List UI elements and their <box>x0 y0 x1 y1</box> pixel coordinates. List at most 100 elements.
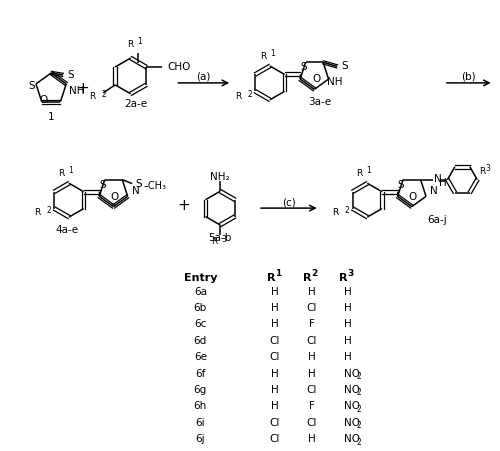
Text: 2: 2 <box>46 206 51 215</box>
Text: Cl: Cl <box>270 336 280 346</box>
Text: 6f: 6f <box>195 368 205 378</box>
Text: F: F <box>308 319 314 329</box>
Text: –CH₃: –CH₃ <box>143 180 166 191</box>
Text: 1: 1 <box>138 37 142 46</box>
Text: H: H <box>271 368 278 378</box>
Text: 2: 2 <box>356 372 361 381</box>
Text: +: + <box>76 81 90 97</box>
Text: 2a-e: 2a-e <box>124 99 147 109</box>
Text: R: R <box>304 273 312 283</box>
Text: 6e: 6e <box>194 352 207 362</box>
Text: 6a: 6a <box>194 286 207 297</box>
Text: S: S <box>300 62 307 72</box>
Text: (c): (c) <box>282 197 296 207</box>
Text: 6j: 6j <box>196 434 205 444</box>
Text: R: R <box>332 208 339 217</box>
Text: 6d: 6d <box>194 336 207 346</box>
Text: F: F <box>308 401 314 411</box>
Text: N: N <box>132 186 140 196</box>
Text: R: R <box>58 169 64 178</box>
Text: (b): (b) <box>462 72 476 82</box>
Text: N: N <box>434 174 442 184</box>
Text: O: O <box>312 74 320 84</box>
Text: H: H <box>271 286 278 297</box>
Text: R: R <box>235 92 242 101</box>
Text: S: S <box>100 179 106 189</box>
Text: H: H <box>344 352 351 362</box>
Text: 3: 3 <box>221 235 226 244</box>
Text: H: H <box>271 401 278 411</box>
Text: +: + <box>177 198 190 212</box>
Text: H: H <box>440 178 447 188</box>
Text: H: H <box>344 319 351 329</box>
Text: 4a-e: 4a-e <box>56 225 78 235</box>
Text: NO: NO <box>344 401 360 411</box>
Text: 1: 1 <box>68 166 73 175</box>
Text: Cl: Cl <box>270 352 280 362</box>
Text: O: O <box>39 95 48 105</box>
Text: Cl: Cl <box>270 434 280 444</box>
Text: R: R <box>260 51 266 60</box>
Text: S: S <box>398 179 404 189</box>
Text: Cl: Cl <box>306 385 317 395</box>
Text: 2: 2 <box>356 437 361 446</box>
Text: O: O <box>408 192 417 202</box>
Text: R: R <box>34 208 40 217</box>
Text: 6c: 6c <box>194 319 206 329</box>
Text: 5a-b: 5a-b <box>208 233 232 243</box>
Text: 1: 1 <box>270 49 274 58</box>
Text: Entry: Entry <box>184 273 217 283</box>
Text: 2: 2 <box>356 405 361 414</box>
Text: NO: NO <box>344 368 360 378</box>
Text: S: S <box>67 70 73 80</box>
Text: 6i: 6i <box>196 418 205 428</box>
Text: H: H <box>308 434 316 444</box>
Text: 6h: 6h <box>194 401 207 411</box>
Text: R: R <box>480 167 486 176</box>
Text: NO: NO <box>344 385 360 395</box>
Text: 2: 2 <box>312 269 318 278</box>
Text: 3: 3 <box>348 269 354 278</box>
Text: R: R <box>89 92 96 101</box>
Text: Cl: Cl <box>270 418 280 428</box>
Text: 2: 2 <box>248 90 252 99</box>
Text: H: H <box>271 319 278 329</box>
Text: 2: 2 <box>101 90 106 99</box>
Text: NO: NO <box>344 418 360 428</box>
Text: 6g: 6g <box>194 385 207 395</box>
Text: R: R <box>339 273 347 283</box>
Text: H: H <box>308 352 316 362</box>
Text: O: O <box>110 192 118 202</box>
Text: S: S <box>341 61 347 71</box>
Text: H: H <box>344 286 351 297</box>
Text: NH₂: NH₂ <box>210 172 230 182</box>
Text: 1: 1 <box>48 112 54 122</box>
Text: R: R <box>127 40 134 49</box>
Text: (a): (a) <box>196 72 211 82</box>
Text: 1: 1 <box>274 269 281 278</box>
Text: R: R <box>266 273 275 283</box>
Text: 3a-e: 3a-e <box>308 97 331 107</box>
Text: H: H <box>271 385 278 395</box>
Text: Cl: Cl <box>306 418 317 428</box>
Text: NH: NH <box>328 77 343 87</box>
Text: Cl: Cl <box>306 303 317 313</box>
Text: 3: 3 <box>485 164 490 173</box>
Text: H: H <box>308 368 316 378</box>
Text: H: H <box>308 286 316 297</box>
Text: H: H <box>271 303 278 313</box>
Text: 2: 2 <box>356 388 361 397</box>
Text: N: N <box>430 186 438 196</box>
Text: NH: NH <box>70 86 85 96</box>
Text: 6a-j: 6a-j <box>427 215 446 225</box>
Text: NO: NO <box>344 434 360 444</box>
Text: H: H <box>344 303 351 313</box>
Text: CHO: CHO <box>167 62 190 72</box>
Text: 6b: 6b <box>194 303 207 313</box>
Text: H: H <box>344 336 351 346</box>
Text: 1: 1 <box>366 166 371 175</box>
Text: 2: 2 <box>356 421 361 430</box>
Text: 2: 2 <box>344 206 350 215</box>
Text: Cl: Cl <box>306 336 317 346</box>
Text: S: S <box>135 179 142 189</box>
